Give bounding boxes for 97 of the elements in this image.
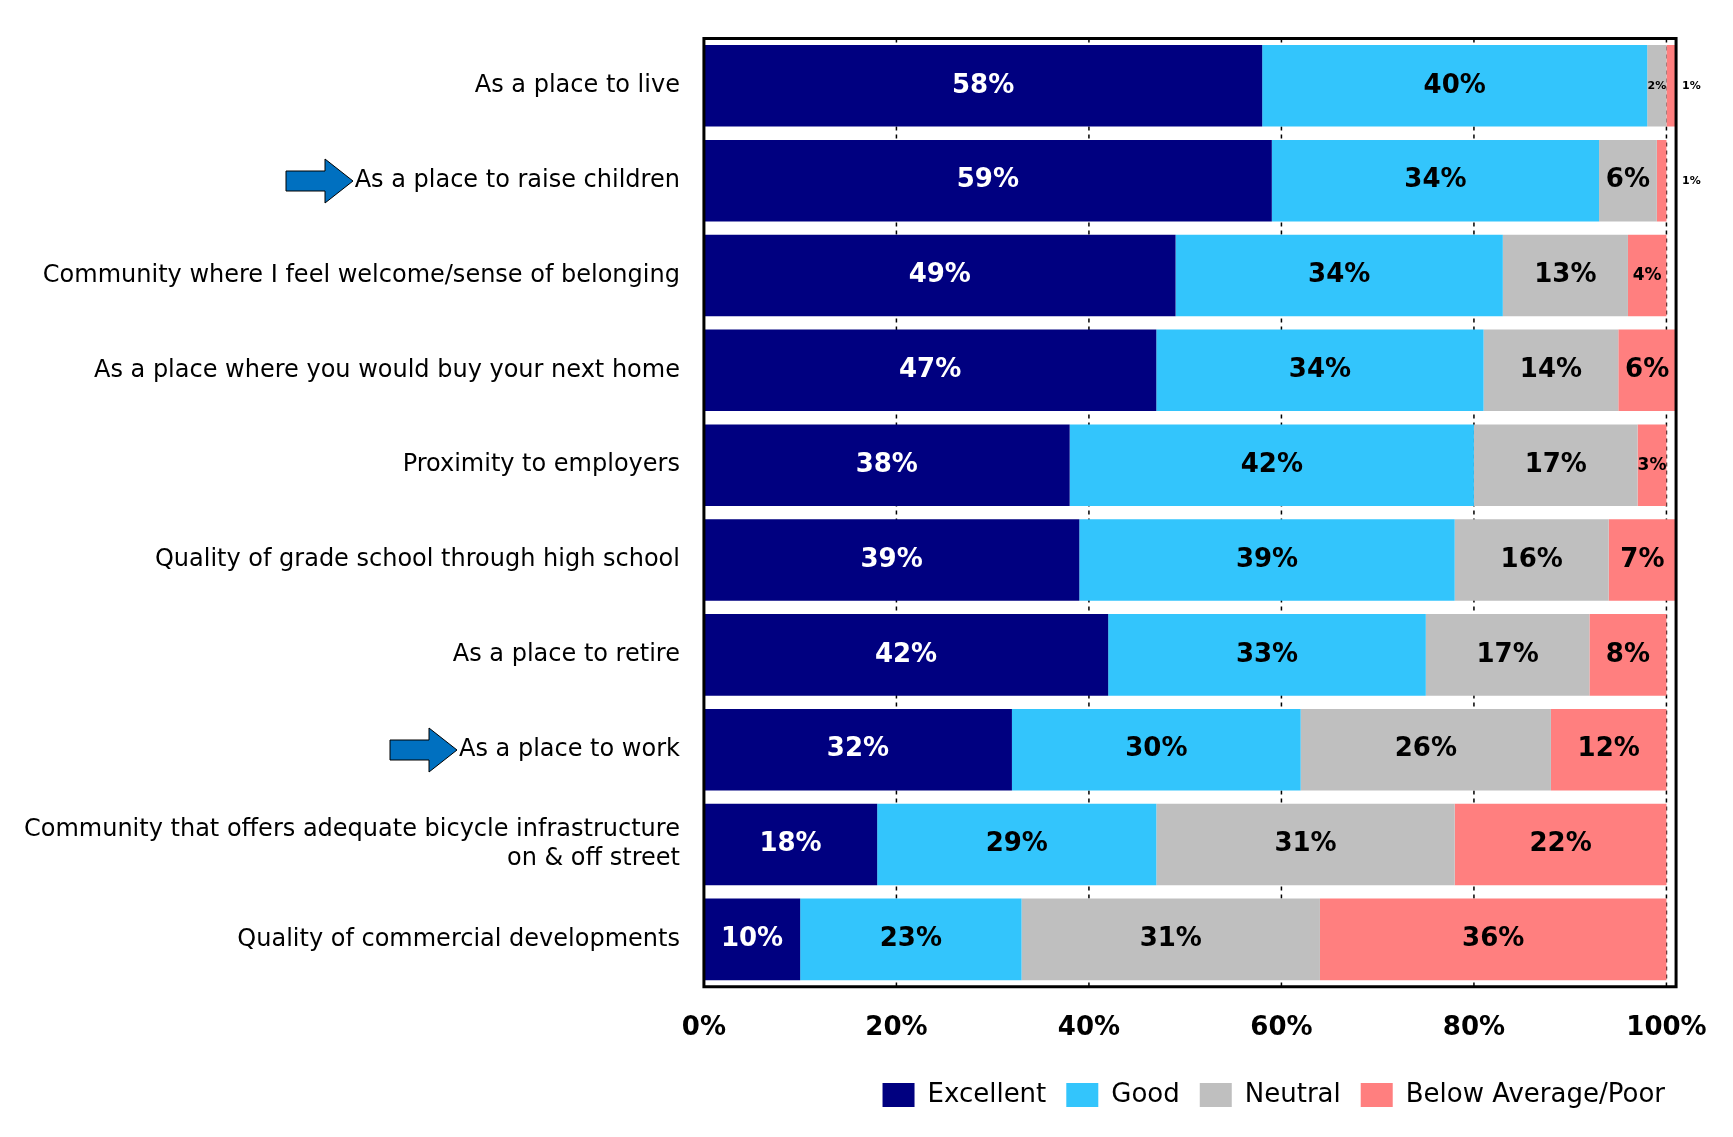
x-tick-label: 80% — [1442, 1011, 1506, 1042]
bar — [1319, 898, 1667, 981]
data-label: 14% — [1519, 353, 1583, 384]
data-label: 30% — [1125, 732, 1188, 763]
data-label: 1% — [1682, 173, 1701, 187]
data-label: 22% — [1529, 827, 1592, 858]
data-label: 58% — [951, 68, 1015, 99]
data-label: 34% — [1404, 163, 1467, 194]
y-tick-label: As a place where you would buy your next home — [94, 354, 680, 383]
bar — [1011, 708, 1301, 791]
bar — [703, 424, 1070, 506]
bar — [1108, 614, 1426, 696]
data-label: 8% — [1605, 637, 1651, 668]
data-label: 16% — [1500, 542, 1563, 573]
data-label: 3% — [1637, 453, 1667, 474]
bar — [703, 708, 1012, 791]
data-label: 49% — [908, 258, 971, 289]
data-label: 29% — [985, 827, 1048, 858]
data-label: 38% — [855, 447, 918, 478]
y-tick-label: As a place to retire — [452, 639, 680, 668]
bar — [877, 803, 1157, 886]
y-tick-label: Quality of commercial developments — [237, 923, 680, 952]
bar — [1300, 708, 1551, 791]
bar — [1069, 424, 1474, 506]
data-label: 4% — [1632, 263, 1662, 284]
data-label: 17% — [1476, 637, 1539, 668]
y-tick-label: Quality of grade school through high school — [154, 544, 680, 573]
y-tick-label: Proximity to employers — [402, 449, 680, 478]
bar — [1656, 139, 1667, 222]
bar — [1079, 519, 1455, 601]
data-label: 13% — [1534, 258, 1597, 289]
data-label: 47% — [899, 353, 962, 384]
y-tick-label: Community where I feel welcome/sense of belonging — [42, 259, 680, 288]
bar — [1021, 898, 1320, 981]
data-label: 33% — [1235, 637, 1299, 668]
legend-label: Below Average/Poor — [1405, 1077, 1666, 1108]
bar — [1473, 424, 1638, 506]
data-label: 31% — [1139, 922, 1202, 953]
y-tick-label: As a place to live — [474, 70, 680, 99]
bar — [703, 139, 1272, 222]
bar — [703, 329, 1157, 412]
data-label: 6% — [1625, 353, 1670, 384]
legend-label: Good — [1111, 1077, 1180, 1108]
data-label: 23% — [879, 922, 942, 953]
y-tick-label: As a place to work — [459, 733, 681, 762]
data-label: 34% — [1308, 258, 1371, 289]
data-label: 36% — [1462, 922, 1525, 953]
bar — [1175, 234, 1503, 317]
bar — [1425, 614, 1590, 696]
legend-label: Neutral — [1244, 1077, 1341, 1108]
data-label: 34% — [1288, 353, 1352, 384]
bar — [1454, 803, 1667, 886]
x-tick-label: 40% — [1057, 1011, 1121, 1042]
data-label: 59% — [956, 163, 1019, 194]
bar — [703, 803, 878, 886]
y-tick-label: As a place to raise children — [354, 164, 680, 193]
x-tick-label: 20% — [865, 1011, 928, 1042]
bar — [1502, 234, 1628, 317]
bar — [1550, 708, 1667, 791]
data-label: 17% — [1524, 447, 1587, 478]
data-label: 1% — [1682, 78, 1701, 92]
data-label: 32% — [826, 732, 890, 763]
y-tick-label: Community that offers adequate bicycle infrastructure on & off street — [24, 814, 680, 872]
bar — [1589, 614, 1667, 696]
bar — [1666, 45, 1677, 127]
bar — [1647, 45, 1667, 127]
data-label: 26% — [1394, 732, 1457, 763]
bar — [1262, 45, 1648, 127]
bar — [1454, 519, 1609, 601]
bar — [703, 614, 1109, 696]
data-label: 31% — [1274, 827, 1337, 858]
x-tick-label: 100% — [1626, 1011, 1707, 1042]
bar — [1483, 329, 1619, 412]
bar — [1156, 803, 1455, 886]
data-label: 10% — [720, 922, 784, 953]
data-label: 40% — [1423, 68, 1486, 99]
data-label: 18% — [759, 827, 822, 858]
x-tick-label: 60% — [1250, 1011, 1313, 1042]
bar — [1271, 139, 1600, 222]
bar — [703, 898, 801, 981]
bar — [1627, 234, 1667, 317]
bar — [703, 45, 1263, 127]
data-label: 42% — [874, 637, 938, 668]
data-label: 42% — [1240, 447, 1303, 478]
bar — [1608, 519, 1677, 601]
data-label: 39% — [1235, 542, 1299, 573]
data-label: 12% — [1577, 732, 1640, 763]
data-label: 2% — [1647, 78, 1667, 92]
x-tick-label: 0% — [681, 1011, 726, 1042]
bar — [703, 234, 1176, 317]
data-label: 7% — [1620, 542, 1665, 573]
bar — [1156, 329, 1484, 412]
legend-label: Excellent — [927, 1077, 1047, 1108]
data-label: 6% — [1605, 163, 1651, 194]
data-label: 39% — [860, 542, 923, 573]
bar — [703, 519, 1080, 601]
bar — [800, 898, 1022, 981]
